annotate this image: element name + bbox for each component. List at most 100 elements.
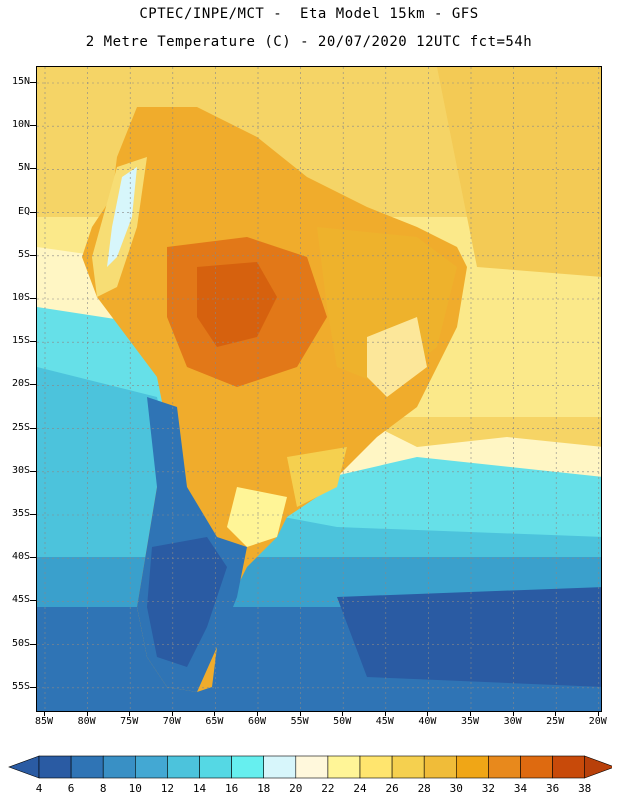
lon-tick — [171, 712, 173, 716]
colorbar — [8, 755, 612, 779]
andes-snow-strip — [107, 167, 137, 267]
lat-label: 35S — [11, 508, 30, 519]
lon-label: 20W — [588, 716, 607, 727]
colorbar-label: 34 — [513, 782, 528, 795]
colorbar-label: 22 — [321, 782, 335, 795]
lat-label: 50S — [11, 637, 30, 649]
colorbar-right-arrow — [584, 755, 612, 779]
colorbar-swatch — [135, 755, 168, 779]
colorbar-swatch — [263, 755, 297, 779]
lat-tick — [30, 557, 36, 559]
lat-label: 5S — [17, 248, 30, 260]
lat-tick — [30, 82, 36, 83]
temperature-map — [36, 66, 602, 712]
lon-label: 55W — [290, 716, 309, 727]
lon-label: 85W — [34, 716, 54, 727]
colorbar-label: 30 — [449, 782, 463, 795]
colorbar-left-arrow — [8, 755, 40, 779]
colorbar-swatch — [70, 755, 104, 779]
lat-label: 5N — [17, 162, 30, 174]
brazil-cool-highland — [367, 317, 427, 397]
map-title-line2: 2 Metre Temperature (C) - 20/07/2020 12U… — [85, 34, 533, 50]
map-title-line1: CPTEC/INPE/MCT - Eta Model 15km - GFS — [139, 6, 479, 22]
south-brazil-cool — [287, 447, 347, 507]
lon-label: 35W — [460, 716, 480, 727]
lon-tick — [384, 712, 386, 716]
lon-tick — [512, 712, 514, 716]
colorbar-swatch — [391, 755, 425, 779]
lat-tick — [30, 384, 36, 386]
lon-tick — [555, 712, 557, 716]
lat-label: 30S — [11, 464, 30, 476]
colorbar-swatch — [199, 755, 232, 779]
temperature-field — [37, 67, 601, 711]
lat-tick — [30, 643, 36, 645]
colorbar-swatch — [488, 755, 521, 779]
warm-atlantic-patch — [437, 67, 601, 277]
lat-tick — [30, 254, 36, 256]
lon-label: 30W — [503, 716, 522, 727]
lon-tick — [427, 712, 429, 716]
lat-label: 20S — [11, 378, 30, 390]
colorbar-swatch — [38, 755, 72, 779]
lat-label: 10S — [11, 292, 30, 303]
colorbar-label: 10 — [128, 782, 142, 795]
lon-label: 60W — [247, 716, 267, 727]
colorbar-label: 6 — [67, 782, 75, 795]
colorbar-label: 18 — [257, 782, 271, 795]
lon-label: 75W — [120, 716, 139, 727]
colorbar-label: 4 — [35, 782, 43, 795]
colorbar-label: 24 — [353, 782, 367, 795]
colorbar-label: 38 — [578, 782, 592, 795]
colorbar-label: 28 — [417, 782, 431, 795]
lat-label: EQ — [17, 205, 30, 217]
lat-label: 45S — [11, 594, 30, 606]
lon-tick — [299, 712, 301, 716]
lon-tick — [86, 712, 88, 716]
colorbar-label: 14 — [192, 782, 207, 795]
pampas-mild — [227, 487, 287, 547]
colorbar-label: 36 — [545, 782, 560, 795]
colorbar-label: 12 — [160, 782, 175, 795]
graticule — [37, 67, 601, 711]
lat-label: 40S — [11, 551, 30, 563]
lat-tick — [30, 125, 36, 127]
colorbar-swatch — [167, 755, 200, 779]
lat-tick — [30, 427, 36, 429]
colorbar-swatch — [455, 755, 489, 779]
patagonia-coldest — [147, 537, 227, 667]
lon-tick — [129, 712, 131, 716]
lat-label: 10N — [11, 119, 30, 131]
lat-tick — [30, 298, 36, 299]
lat-tick — [30, 686, 36, 688]
lon-tick — [597, 712, 599, 716]
lon-label: 70W — [162, 716, 181, 727]
colorbar-swatch — [552, 755, 585, 779]
lat-label: 15S — [11, 335, 30, 347]
lon-label: 50W — [333, 716, 352, 727]
colorbar-label: 26 — [385, 782, 399, 795]
lon-tick — [470, 712, 471, 716]
southern-ocean-patch — [337, 587, 601, 687]
lon-label: 25W — [546, 716, 565, 727]
lat-tick — [30, 600, 36, 602]
lon-label: 40W — [418, 716, 437, 727]
lon-tick — [257, 712, 258, 716]
lat-tick — [30, 514, 36, 515]
lon-tick — [214, 712, 216, 716]
colorbar-swatch — [295, 755, 329, 779]
colorbar-label: 16 — [224, 782, 239, 795]
lon-label: 45W — [375, 716, 394, 727]
lon-tick — [44, 712, 45, 716]
lon-label: 80W — [77, 716, 96, 727]
lat-label: 15N — [11, 76, 30, 87]
lat-tick — [30, 211, 36, 213]
colorbar-swatch — [102, 755, 136, 779]
lat-label: 55S — [11, 680, 30, 692]
lat-tick — [30, 470, 36, 472]
colorbar-label: 32 — [481, 782, 496, 795]
lat-tick — [30, 168, 36, 170]
lat-label: 25S — [11, 421, 30, 433]
colorbar-swatch — [423, 755, 457, 779]
colorbar-swatch — [359, 755, 393, 779]
